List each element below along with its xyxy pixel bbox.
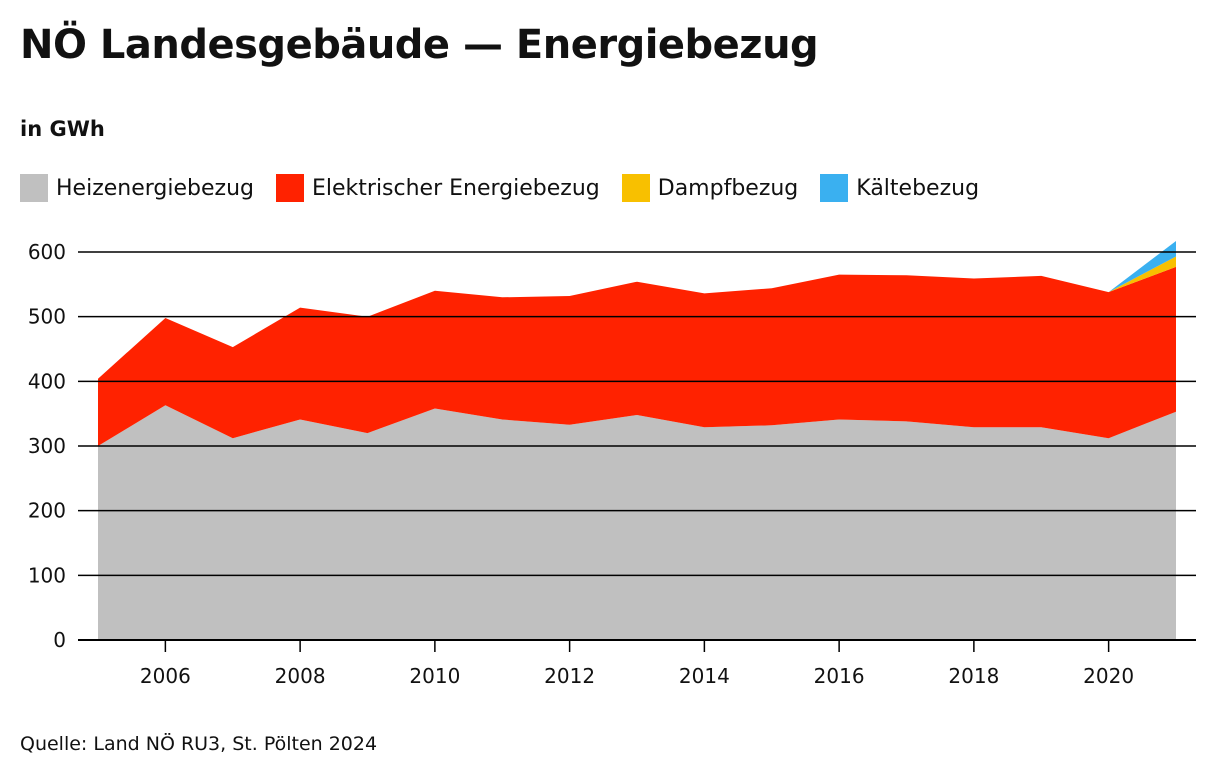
x-tick-label-2020: 2020	[1083, 664, 1134, 688]
legend-item-elektrischer-energiebezug: Elektrischer Energiebezug	[275, 174, 600, 202]
source-note: Quelle: Land NÖ RU3, St. Pölten 2024	[20, 733, 378, 755]
legend-swatch-dampfbezug	[621, 174, 650, 202]
legend-label-elektrischer-energiebezug: Elektrischer Energiebezug	[311, 175, 600, 201]
chart-title: NÖ Landesgebäude — Energiebezug	[20, 22, 819, 68]
area-elektrischer-energiebezug	[98, 266, 1176, 446]
y-tick-label-100: 100	[28, 563, 66, 587]
x-tick-label-2010: 2010	[409, 664, 460, 688]
legend-label-kaeltebezug: Kältebezug	[856, 175, 980, 201]
x-tick-label-2012: 2012	[544, 664, 595, 688]
legend-item-kaeltebezug: Kältebezug	[820, 174, 979, 202]
x-tick-label-2014: 2014	[679, 664, 730, 688]
y-tick-label-600: 600	[28, 240, 66, 264]
y-tick-label-400: 400	[28, 369, 66, 393]
legend-item-dampfbezug: Dampfbezug	[621, 174, 799, 202]
legend-label-dampfbezug: Dampfbezug	[657, 175, 799, 201]
legend-swatch-heizenergiebezug	[20, 174, 48, 202]
legend: Heizenergiebezug Elektrischer Energiebez…	[20, 174, 1001, 202]
y-tick-label-500: 500	[28, 305, 66, 329]
legend-label-heizenergiebezug: Heizenergiebezug	[56, 175, 254, 201]
x-tick-label-2006: 2006	[140, 664, 191, 688]
legend-swatch-elektrischer-energiebezug	[275, 174, 304, 202]
legend-swatch-kaeltebezug	[820, 174, 849, 202]
y-tick-label-200: 200	[28, 499, 66, 523]
legend-item-heizenergiebezug: Heizenergiebezug	[20, 174, 254, 202]
unit-label: in GWh	[20, 117, 105, 141]
y-tick-label-0: 0	[53, 628, 66, 652]
y-tick-label-300: 300	[28, 434, 66, 458]
area-heizenergiebezug	[98, 405, 1176, 640]
x-tick-label-2008: 2008	[275, 664, 326, 688]
x-tick-label-2016: 2016	[814, 664, 865, 688]
x-tick-label-2018: 2018	[948, 664, 999, 688]
